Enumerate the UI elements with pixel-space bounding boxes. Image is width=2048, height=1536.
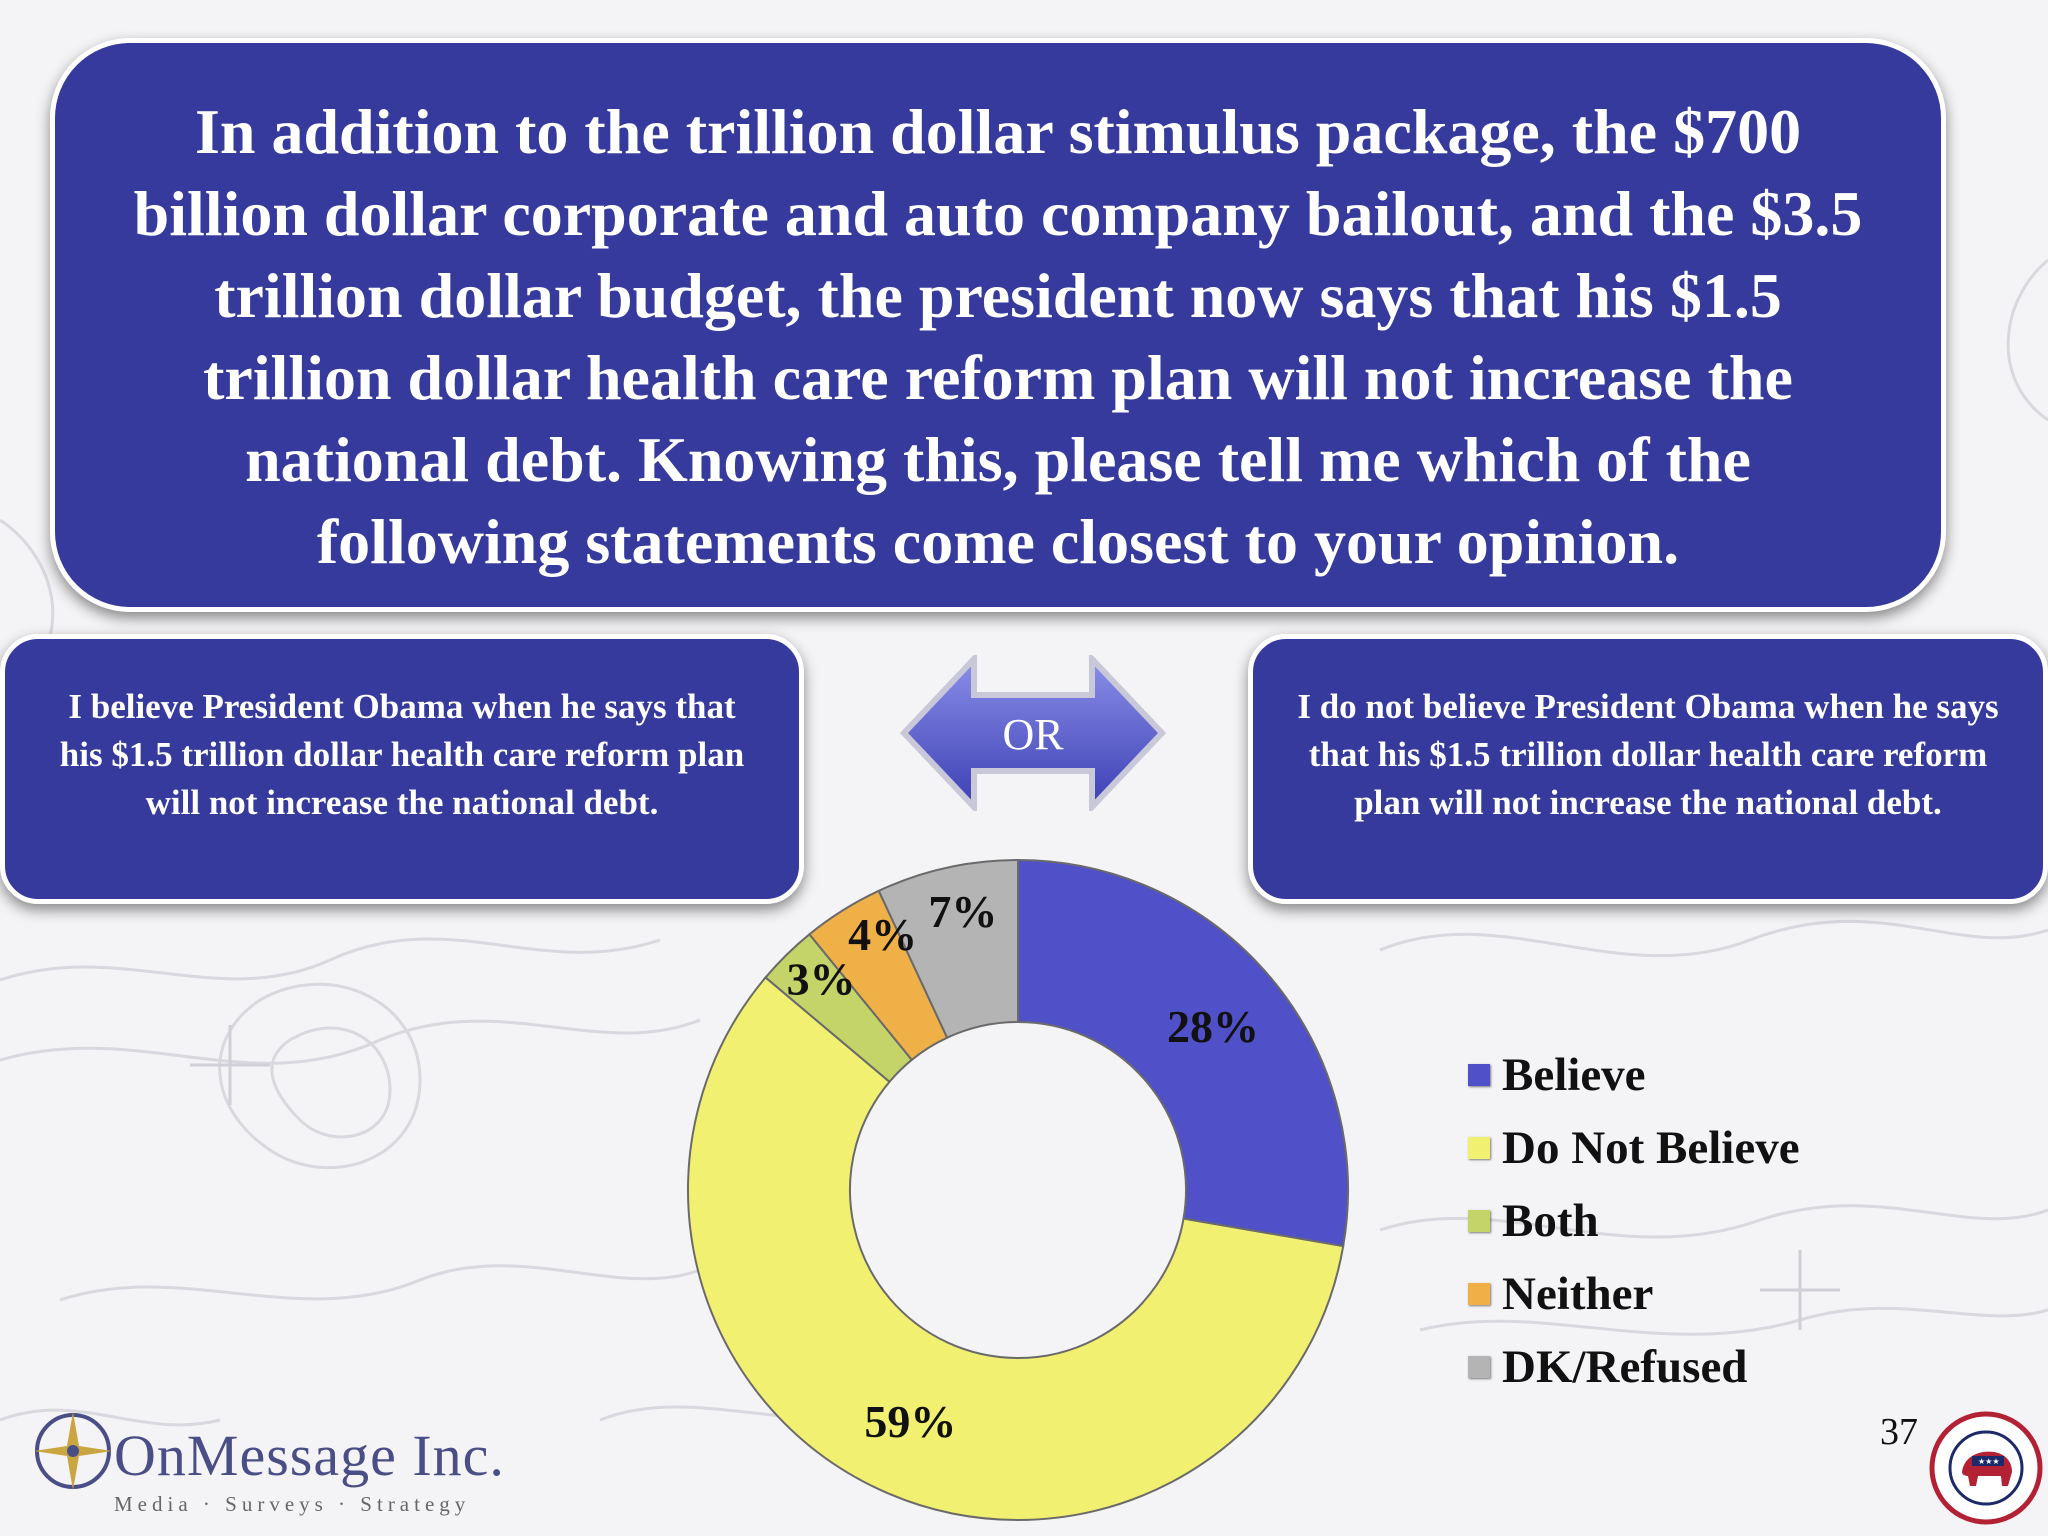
legend-label-dk-refused: DK/Refused — [1502, 1341, 1748, 1393]
legend-label-do-not-believe: Do Not Believe — [1502, 1122, 1800, 1174]
page-number: 37 — [1880, 1411, 1918, 1453]
legend-label-neither: Neither — [1502, 1268, 1654, 1320]
legend-label-believe: Believe — [1502, 1049, 1646, 1101]
legend-item-believe: Believe — [1468, 1045, 1646, 1105]
legend-item-dk-refused: DK/Refused — [1468, 1337, 1747, 1397]
not-believe-statement-box: I do not believe President Obama when he… — [1248, 634, 2048, 904]
legend-swatch-do-not-believe — [1468, 1137, 1490, 1159]
not-believe-statement-text: I do not believe President Obama when he… — [1297, 687, 1999, 822]
legend-swatch-both — [1468, 1210, 1490, 1232]
svg-text:★★★: ★★★ — [1978, 1457, 2000, 1466]
legend-swatch-dk-refused — [1468, 1356, 1490, 1378]
legend-item-both: Both — [1468, 1191, 1599, 1251]
believe-statement-box: I believe President Obama when he says t… — [0, 634, 804, 904]
believe-statement-text: I believe President Obama when he says t… — [59, 687, 745, 822]
legend-swatch-neither — [1468, 1283, 1490, 1305]
legend-item-do-not-believe: Do Not Believe — [1468, 1118, 1800, 1178]
or-label: OR — [1002, 710, 1064, 759]
logo-name: OnMessage Inc. — [114, 1423, 505, 1488]
rnc-seal: ★★★ — [1929, 1411, 2043, 1525]
legend-item-neither: Neither — [1468, 1264, 1653, 1324]
compass-icon — [34, 1412, 112, 1490]
onmessage-logo: OnMessage Inc. Media · Surveys · Strateg… — [24, 1398, 544, 1528]
question-box: In addition to the trillion dollar stimu… — [50, 38, 1946, 612]
double-arrow-icon: OR — [900, 655, 1166, 811]
legend-swatch-believe — [1468, 1064, 1490, 1086]
logo-tagline: Media · Surveys · Strategy — [114, 1492, 471, 1516]
legend-label-both: Both — [1502, 1195, 1599, 1247]
question-text: In addition to the trillion dollar stimu… — [133, 96, 1863, 577]
